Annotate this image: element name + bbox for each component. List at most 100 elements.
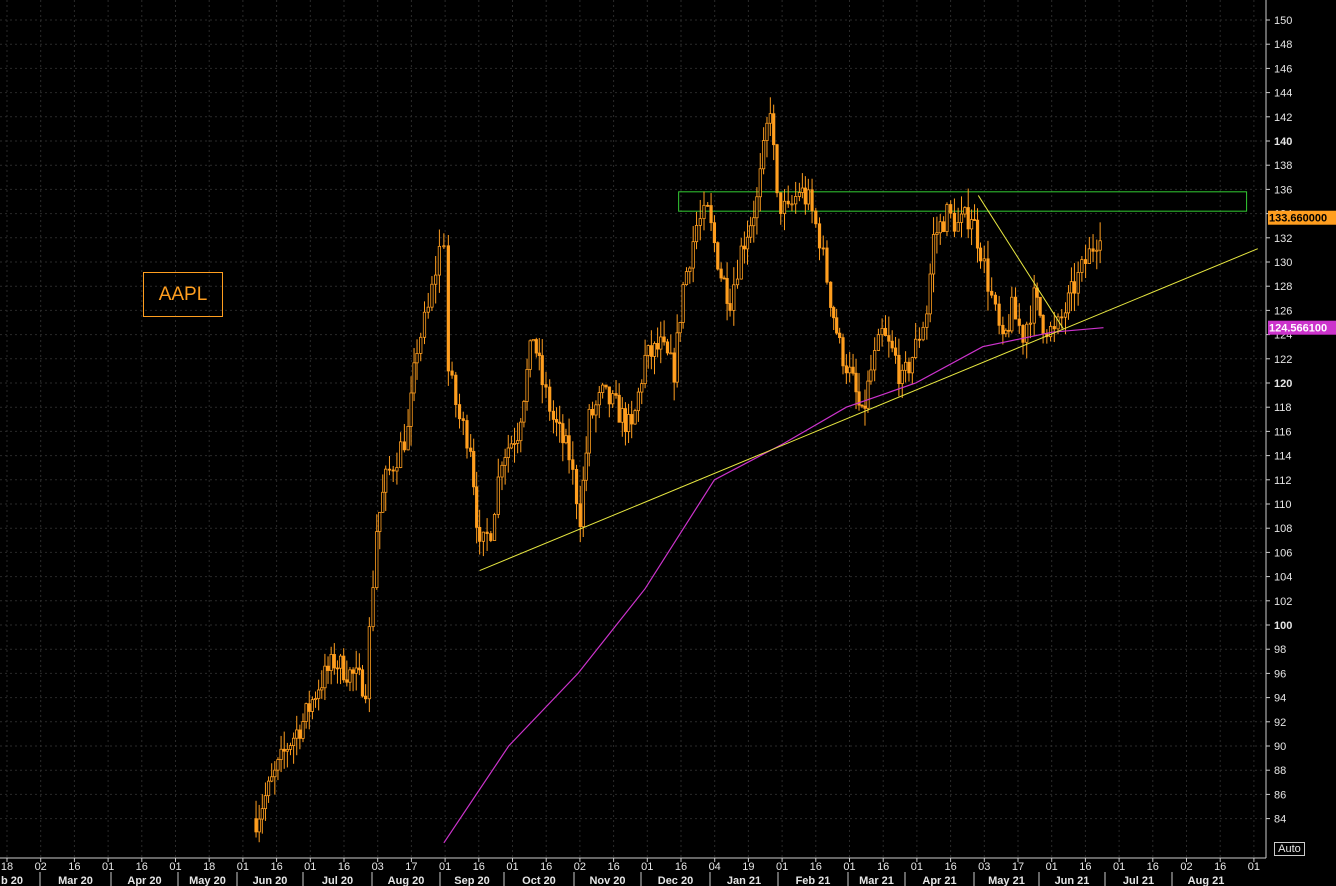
date-tick-label: 16 xyxy=(68,861,80,873)
candle-body xyxy=(873,350,877,371)
candle-body xyxy=(378,511,382,532)
price-tick-label: 144 xyxy=(1274,88,1292,100)
candle-body xyxy=(649,345,653,357)
candle-body xyxy=(1001,324,1005,335)
candle-body xyxy=(982,258,986,262)
candle-body xyxy=(646,345,650,356)
candle-body xyxy=(712,222,717,244)
candle-body xyxy=(419,336,423,354)
price-tick-label: 148 xyxy=(1274,39,1292,51)
candle-body xyxy=(803,187,807,205)
candle-body xyxy=(260,808,264,820)
date-tick-label: 18 xyxy=(203,861,215,873)
candle-body xyxy=(273,769,277,778)
candle-body xyxy=(790,203,794,206)
month-label: Nov 20 xyxy=(589,875,625,886)
candle-body xyxy=(656,343,660,350)
candle-body xyxy=(496,476,500,515)
candle-body xyxy=(928,273,932,315)
candle-body xyxy=(866,380,870,409)
date-tick-label: 16 xyxy=(473,861,485,873)
candle-body xyxy=(335,667,340,670)
candle-body xyxy=(904,361,908,371)
falling-trendline xyxy=(977,195,1064,329)
candle-body xyxy=(434,274,438,285)
candle-body xyxy=(829,281,833,308)
candle-body xyxy=(1095,249,1099,252)
trendlines xyxy=(479,195,1258,572)
date-tick-label: 18 xyxy=(1,861,13,873)
candle-body xyxy=(587,408,591,454)
candle-body xyxy=(810,189,814,212)
time-axis[interactable]: 18 02 16 01 16 01 18 01 16 01 16 03 17 01 16 01 16 02 16 01… xyxy=(0,857,1266,886)
candle-body xyxy=(537,352,541,356)
month-label: b 20 xyxy=(1,875,23,886)
price-tick-label: 84 xyxy=(1274,814,1286,826)
candle-body xyxy=(298,729,302,739)
candle-body xyxy=(652,343,657,357)
candle-body xyxy=(342,655,346,681)
month-label: Mar 21 xyxy=(859,875,894,886)
candle-body xyxy=(975,219,980,249)
candle-body xyxy=(636,391,641,412)
date-tick-label: 01 xyxy=(237,861,249,873)
candle-body xyxy=(304,703,308,722)
candle-body xyxy=(925,313,929,328)
date-tick-label: 01 xyxy=(911,861,923,873)
candle-body xyxy=(851,366,855,374)
candle-body xyxy=(254,818,258,833)
candle-body xyxy=(1069,281,1074,294)
month-label: Jul 20 xyxy=(322,875,353,886)
candle-body xyxy=(351,669,355,674)
price-tick-label: 88 xyxy=(1274,765,1286,777)
price-tick-label: 104 xyxy=(1274,572,1292,584)
candle-body xyxy=(779,192,783,215)
candle-body xyxy=(672,352,676,383)
candle-body xyxy=(694,225,699,243)
candle-body xyxy=(742,245,746,250)
candle-body xyxy=(310,699,314,712)
candle-body xyxy=(758,168,762,198)
candle-body xyxy=(1017,318,1021,326)
candle-body xyxy=(525,369,529,402)
price-tick-label: 122 xyxy=(1274,354,1292,366)
month-label: Feb 21 xyxy=(796,875,831,886)
date-tick-label: 04 xyxy=(709,861,721,873)
candle-body xyxy=(1038,296,1042,316)
candle-body xyxy=(317,689,321,699)
candle-body xyxy=(384,468,388,493)
candle-body xyxy=(835,317,839,334)
candle-body xyxy=(614,393,618,396)
candle-body xyxy=(472,451,476,488)
candle-body xyxy=(360,669,365,697)
candle-body xyxy=(678,322,682,334)
auto-scale-button[interactable]: Auto xyxy=(1274,842,1305,856)
moving-average-tag: 124.566100 xyxy=(1269,323,1327,335)
candle-body xyxy=(1048,326,1053,338)
grid xyxy=(0,0,1265,858)
candle-body xyxy=(561,423,565,444)
date-tick-label: 16 xyxy=(136,861,148,873)
candle-body xyxy=(669,352,673,355)
last-price-tag: 133.660000 xyxy=(1269,213,1327,225)
candle-body xyxy=(1098,240,1102,251)
date-tick-label: 16 xyxy=(1079,861,1091,873)
candle-body xyxy=(863,405,867,409)
candle-body xyxy=(554,419,559,423)
candle-body xyxy=(326,665,330,671)
date-tick-label: 16 xyxy=(270,861,282,873)
candle-body xyxy=(716,242,720,270)
candle-body xyxy=(454,374,458,405)
candle-body xyxy=(270,776,274,782)
month-label: Aug 20 xyxy=(388,875,425,886)
candle-body xyxy=(381,491,385,513)
candle-body xyxy=(461,418,465,421)
date-tick-label: 16 xyxy=(1214,861,1226,873)
month-label: Sep 20 xyxy=(454,875,489,886)
price-tick-label: 136 xyxy=(1274,184,1292,196)
candle-body xyxy=(814,210,818,225)
candle-body xyxy=(765,122,769,141)
price-axis[interactable]: 84 86 88 90 92 94 96 98 100 102 104 106 108 110 112 114… xyxy=(1265,0,1292,858)
candle-body xyxy=(626,414,631,433)
